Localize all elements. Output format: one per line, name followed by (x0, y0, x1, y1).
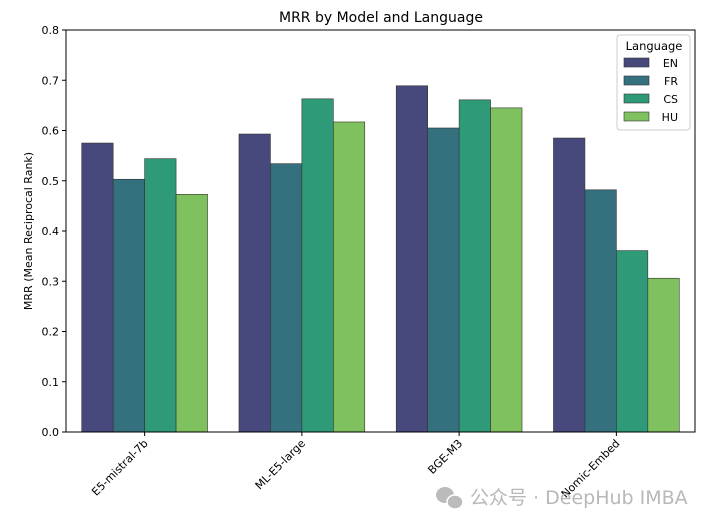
bar-cs-3 (616, 250, 649, 433)
y-tick-label: 0.5 (42, 175, 60, 188)
bar-cs-2 (458, 99, 491, 433)
legend-swatch (623, 111, 650, 122)
legend-swatch (623, 75, 650, 86)
y-axis-label: MRR (Mean Reciprocal Rank) (22, 152, 35, 310)
y-tick-label: 0.7 (42, 74, 60, 87)
x-tick-label: E5-mistral-7b (89, 437, 151, 499)
bar-fr-1 (270, 163, 303, 433)
y-tick-label: 0.2 (42, 326, 60, 339)
y-tick-label: 0.4 (42, 225, 60, 238)
y-tick-label: 0.1 (42, 376, 60, 389)
bar-fr-2 (427, 127, 460, 433)
bar-cs-0 (144, 158, 177, 433)
bar-hu-3 (647, 277, 680, 433)
bar-cs-1 (301, 98, 334, 433)
legend-title: Language (626, 39, 683, 53)
bar-fr-0 (112, 178, 145, 433)
x-tick-label: ML-E5-large (253, 437, 308, 492)
legend-swatch (623, 93, 650, 104)
y-tick-label: 0.3 (42, 275, 60, 288)
legend-label: HU (662, 111, 678, 124)
legend-label: EN (663, 57, 678, 70)
legend-label: FR (664, 75, 678, 88)
bar-hu-0 (175, 194, 208, 433)
x-tick-label: BGE-M3 (425, 437, 465, 477)
legend: Language EN FR CS HU (616, 34, 691, 131)
legend-item-cs: CS (623, 93, 678, 106)
bar-en-2 (395, 85, 428, 433)
bar-hu-1 (333, 121, 366, 433)
watermark: 公众号 · DeepHub IMBA (436, 487, 688, 510)
y-tick-label: 0.6 (42, 125, 60, 138)
legend-swatch (623, 57, 650, 68)
watermark-text: 公众号 · DeepHub IMBA (470, 487, 688, 509)
y-tick-label: 0.0 (42, 426, 60, 439)
legend-item-en: EN (623, 57, 678, 70)
legend-label: CS (663, 93, 678, 106)
bar-en-0 (81, 142, 114, 433)
bar-fr-3 (584, 189, 617, 433)
bar-en-3 (553, 137, 586, 433)
bar-en-1 (238, 133, 271, 433)
chart-title: MRR by Model and Language (279, 10, 483, 26)
wechat-icon (436, 487, 464, 510)
y-tick-label: 0.8 (42, 24, 60, 37)
bar-hu-2 (490, 107, 523, 433)
legend-item-fr: FR (623, 75, 678, 88)
legend-item-hu: HU (623, 111, 678, 124)
